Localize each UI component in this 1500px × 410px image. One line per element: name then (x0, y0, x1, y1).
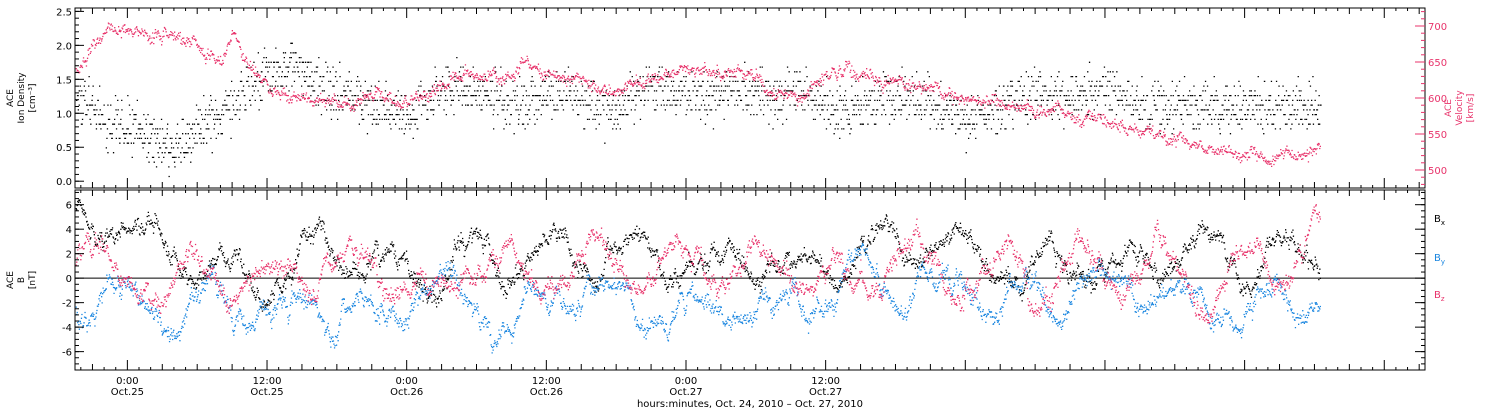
b-right-axis (1415, 191, 1425, 365)
y-tick-label: -4 (62, 323, 72, 334)
y-tick-label: 4 (66, 225, 72, 236)
bz-dots (75, 204, 1321, 324)
x-tick-label: 0:00 (395, 376, 417, 387)
y-tick-label: 1.0 (56, 109, 72, 120)
x-tick-date: Oct.27 (809, 387, 842, 398)
y-tick-label: -2 (62, 299, 72, 310)
velocity-dots (75, 22, 1321, 168)
top-panel-frame (74, 7, 1426, 189)
x-tick-date: Oct.25 (250, 387, 283, 398)
time-axis: 0:00Oct.2512:00Oct.250:00Oct.2612:00Oct.… (80, 8, 1420, 398)
y-tick-label: 1.5 (56, 75, 72, 86)
velocity-axis-label: ACEVelocity[km/s] (1444, 90, 1476, 126)
y-tick-label: 0.5 (56, 143, 72, 154)
x-tick-label: 0:00 (675, 376, 697, 387)
y-tick-label: -6 (62, 348, 72, 359)
legend-z: Bz (1434, 290, 1445, 303)
legend-x: Bx (1434, 214, 1445, 227)
x-tick-label: 0:00 (116, 376, 138, 387)
time-axis-title: hours:minutes, Oct. 24, 2010 – Oct. 27, … (637, 399, 863, 410)
density-axis: 0.0 0.5 1.0 1.5 2.0 2.5 (56, 7, 84, 188)
x-tick-date: Oct.27 (669, 387, 702, 398)
x-tick-date: Oct.25 (111, 387, 144, 398)
y2-tick-label: 500 (1428, 166, 1447, 177)
bottom-panel-frame (74, 189, 1426, 371)
velocity-axis: 500 550 600 650 700 (1415, 11, 1447, 185)
y-tick-label: 0.0 (56, 177, 72, 188)
b-axis-label: ACEB[nT] (6, 271, 38, 289)
y-tick-label: 2 (66, 250, 72, 261)
y-tick-label: 0 (66, 274, 72, 285)
b-axis: -6 -4 -2 0 2 4 6 (62, 191, 84, 365)
x-tick-label: 12:00 (532, 376, 561, 387)
y2-tick-label: 650 (1428, 58, 1447, 69)
density-points (75, 42, 1322, 178)
legend-y: By (1434, 253, 1445, 266)
magnetic-field-panel: -6 -4 -2 0 2 4 6 ACEB[nT] Bx By Bz (6, 189, 1445, 371)
x-tick-date: Oct.26 (530, 387, 563, 398)
x-tick-label: 12:00 (253, 376, 282, 387)
density-axis-label: ACEIon Density[cm⁻³] (6, 72, 38, 124)
legend: Bx By Bz (1434, 214, 1445, 303)
y-tick-label: 2.0 (56, 41, 72, 52)
y2-tick-label: 550 (1428, 130, 1447, 141)
velocity-points (75, 22, 1321, 168)
y-tick-label: 6 (66, 201, 72, 212)
x-tick-label: 12:00 (811, 376, 840, 387)
y-tick-label: 2.5 (56, 7, 72, 18)
density-dots (75, 42, 1322, 178)
y2-tick-label: 700 (1428, 22, 1447, 33)
density-velocity-panel: 0.0 0.5 1.0 1.5 2.0 2.5 500 550 600 650 700 ACEIo… (6, 7, 1476, 189)
x-tick-date: Oct.26 (390, 387, 423, 398)
bz-points (75, 204, 1321, 324)
bx-dots (75, 199, 1321, 312)
bx-points (75, 199, 1321, 312)
y2-tick-label: 600 (1428, 94, 1447, 105)
